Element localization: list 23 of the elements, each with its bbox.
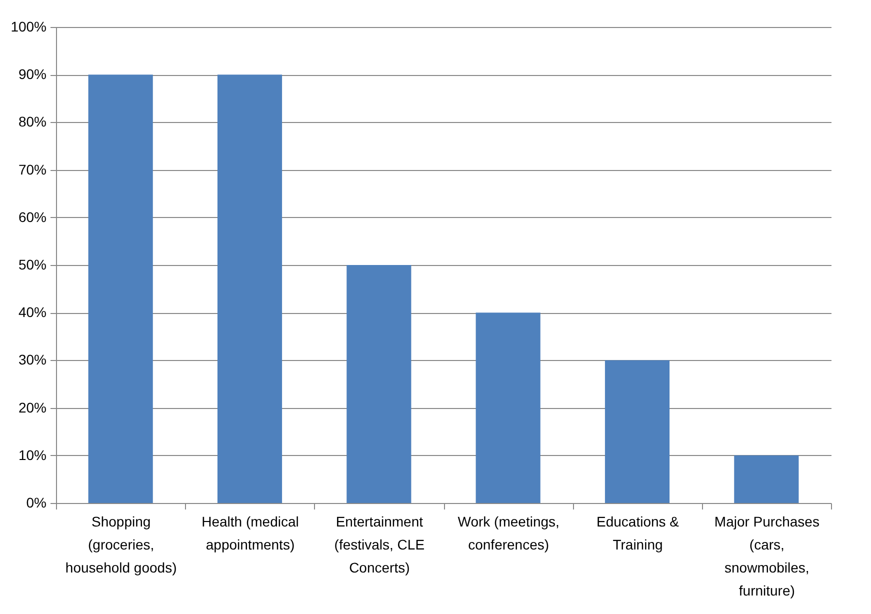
y-tick-label: 40% xyxy=(18,304,46,320)
bar xyxy=(734,455,799,503)
x-tick-label: Shopping (groceries, household goods) xyxy=(65,514,177,576)
y-tick-label: 10% xyxy=(18,446,46,463)
y-tick-label: 50% xyxy=(18,256,46,272)
y-tick-label: 90% xyxy=(18,66,46,82)
bar xyxy=(217,74,282,503)
y-tick-label: 20% xyxy=(18,399,46,416)
bar xyxy=(346,265,412,503)
x-tick-label: Health (medical appointments) xyxy=(202,514,299,552)
x-tick-label: Entertainment (festivals, CLE Concerts) xyxy=(334,514,425,576)
x-tick-label: Educations & Training xyxy=(596,514,680,552)
bar xyxy=(604,360,670,503)
bar xyxy=(88,74,153,503)
y-tick-label: 100% xyxy=(10,18,46,34)
y-tick-label: 60% xyxy=(18,208,46,225)
y-tick-label: 70% xyxy=(18,161,46,178)
bar xyxy=(476,312,540,503)
x-tick-label: Major Purchases (cars, snowmobiles, furniture) xyxy=(714,514,820,598)
x-tick-label: Work (meetings, conferences) xyxy=(458,514,560,552)
y-tick-label: 0% xyxy=(26,494,46,510)
y-tick-label: 80% xyxy=(18,114,46,130)
y-tick-label: 30% xyxy=(18,352,46,368)
